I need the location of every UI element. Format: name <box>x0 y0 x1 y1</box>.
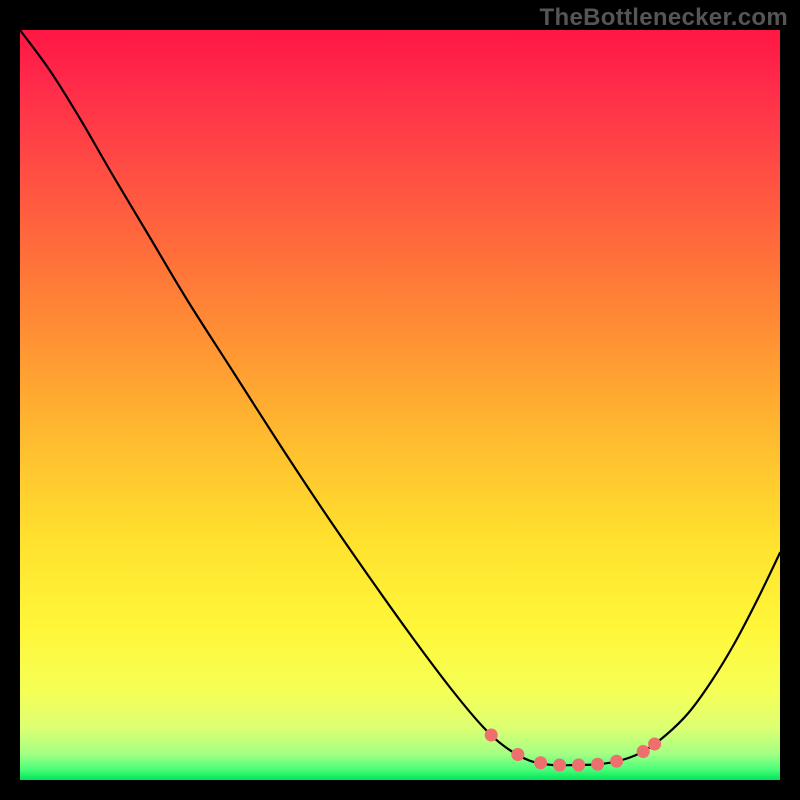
gradient-background <box>20 30 780 780</box>
optimal-marker <box>648 738 661 751</box>
optimal-marker <box>511 748 524 761</box>
optimal-marker <box>572 759 585 772</box>
chart-area <box>20 30 780 780</box>
optimal-marker <box>553 759 566 772</box>
optimal-marker <box>637 745 650 758</box>
optimal-marker <box>534 756 547 769</box>
optimal-marker <box>591 758 604 771</box>
watermark-text: TheBottlenecker.com <box>540 4 788 32</box>
chart-svg <box>20 30 780 780</box>
optimal-marker <box>610 755 623 768</box>
optimal-marker <box>485 729 498 742</box>
chart-container: TheBottlenecker.com <box>0 0 800 800</box>
